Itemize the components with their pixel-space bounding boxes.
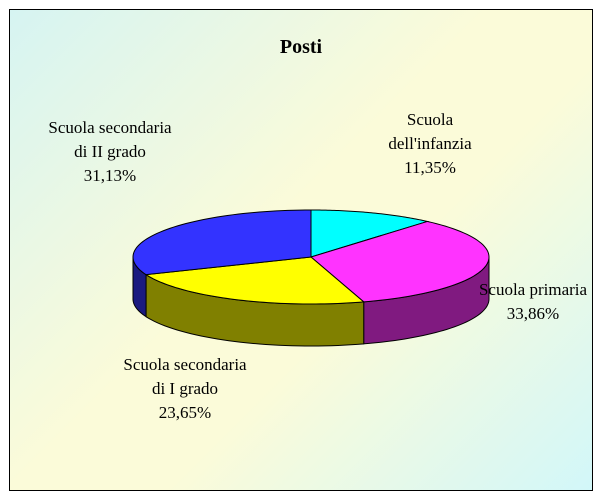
category-label: Scuola primaria bbox=[478, 280, 588, 299]
value-label: 31,13% bbox=[83, 166, 137, 185]
value-label: 11,35% bbox=[404, 158, 456, 177]
data-label: Scuola secondaria di I grado 23,65% bbox=[120, 353, 250, 425]
pie-slice bbox=[144, 256, 365, 305]
pie-slice bbox=[309, 220, 490, 303]
data-label: Scuola primaria 33,86% bbox=[468, 278, 598, 326]
category-label: Scuola secondaria di II grado bbox=[48, 118, 172, 161]
value-label: 33,86% bbox=[506, 304, 560, 323]
chart-title: Posti bbox=[279, 36, 323, 58]
category-label: Scuola dell'infanzia bbox=[388, 110, 472, 153]
category-label: Scuola secondaria di I grado bbox=[123, 355, 247, 398]
pie-slice bbox=[132, 209, 312, 276]
data-label: Scuola dell'infanzia 11,35% bbox=[365, 108, 495, 180]
pie-slice bbox=[310, 209, 430, 258]
data-label: Scuola secondaria di II grado 31,13% bbox=[45, 116, 175, 188]
value-label: 23,65% bbox=[158, 403, 212, 422]
